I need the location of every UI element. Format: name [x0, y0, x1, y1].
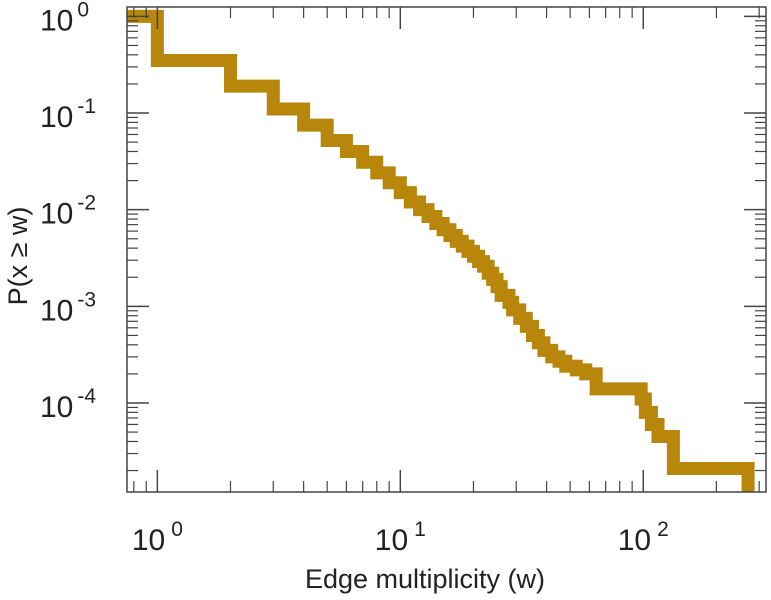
x-tick-label: 10 0 [132, 518, 183, 557]
x-tick-label: 10 1 [375, 518, 426, 557]
x-tick-label: 10 2 [618, 518, 669, 557]
y-tick-label: 10 -4 [40, 385, 96, 424]
series-layer [127, 9, 755, 492]
x-axis-title: Edge multiplicity (w) [305, 564, 545, 594]
y-tick-label: 10 0 [40, 0, 89, 37]
plot-frame [126, 6, 767, 493]
y-tick-label: 10 -1 [40, 95, 96, 134]
y-axis-title: P(x ≥ w) [3, 207, 33, 306]
ccdf-step-line [127, 9, 755, 492]
tick-layer: 10 0 10 1 10 2 10 0 10 -1 10 -2 10 -3 10 -4 [40, 0, 766, 557]
y-tick-label: 10 -2 [40, 192, 96, 231]
y-tick-label: 10 -3 [40, 288, 96, 327]
